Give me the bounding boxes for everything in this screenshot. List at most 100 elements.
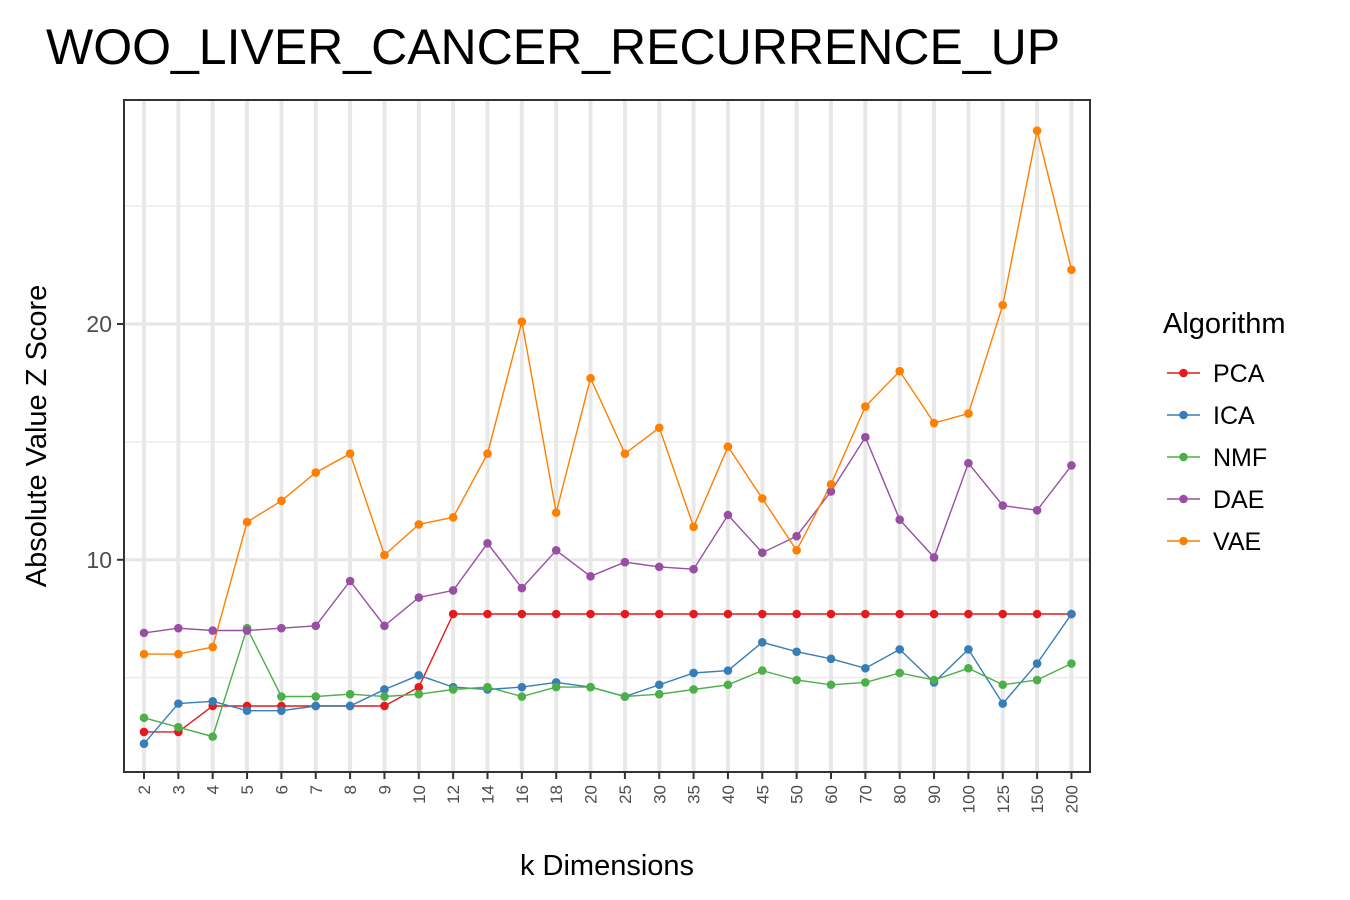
x-tick-label: 5 — [238, 785, 257, 794]
data-point-ica — [654, 680, 664, 690]
series-line-pca — [144, 613, 1072, 733]
data-point-vae — [723, 442, 733, 451]
data-point-vae — [1032, 126, 1042, 135]
data-point-dae — [861, 432, 870, 442]
data-point-nmf — [689, 685, 698, 694]
x-tick-label: 45 — [753, 785, 772, 804]
data-point-ica — [792, 647, 801, 657]
data-point-vae — [964, 409, 973, 418]
data-point-dae — [483, 538, 492, 548]
data-point-dae — [964, 458, 973, 468]
x-tick-label: 18 — [547, 785, 566, 804]
data-point-pca — [1032, 609, 1042, 619]
data-point-dae — [517, 583, 527, 593]
data-point-vae — [758, 494, 767, 503]
legend-label-vae: VAE — [1213, 528, 1261, 556]
data-point-dae — [277, 623, 286, 633]
data-point-ica — [242, 706, 252, 715]
x-tick-label: 16 — [513, 785, 532, 804]
data-point-vae — [380, 550, 389, 560]
data-point-nmf — [895, 668, 904, 678]
data-point-ica — [414, 671, 424, 680]
x-tick-label: 80 — [891, 785, 910, 804]
x-tick-label: 50 — [788, 785, 807, 804]
data-point-vae — [311, 468, 321, 477]
x-tick-label: 125 — [994, 785, 1013, 813]
data-point-nmf — [964, 663, 973, 673]
data-point-dae — [792, 531, 801, 541]
data-point-nmf — [139, 713, 149, 723]
data-point-pca — [998, 609, 1008, 619]
data-point-dae — [345, 576, 355, 586]
legend-key-point-pca — [1179, 368, 1188, 378]
data-point-nmf — [208, 732, 217, 741]
legend-key-point-ica — [1179, 410, 1188, 420]
legend-label-pca: PCA — [1213, 360, 1265, 388]
data-point-pca — [448, 609, 458, 619]
legend-key-point-dae — [1179, 494, 1188, 504]
data-point-pca — [139, 727, 149, 737]
data-point-dae — [723, 510, 733, 520]
panel-border — [123, 99, 1091, 773]
data-point-ica — [895, 645, 904, 654]
x-tick-label: 60 — [822, 785, 841, 804]
data-point-vae — [139, 649, 149, 659]
data-point-ica — [208, 696, 217, 706]
legend-label-dae: DAE — [1213, 486, 1264, 514]
data-point-nmf — [380, 692, 389, 701]
data-point-vae — [792, 546, 801, 555]
x-axis-title: k Dimensions — [520, 850, 694, 882]
y-tick-label: 10 — [86, 547, 112, 573]
data-point-vae — [174, 649, 183, 659]
data-point-vae — [414, 520, 424, 529]
data-point-dae — [654, 562, 664, 572]
data-point-nmf — [792, 675, 801, 685]
data-point-pca — [792, 609, 801, 619]
data-point-ica — [861, 663, 870, 673]
x-tick-label: 12 — [444, 785, 463, 804]
x-tick-label: 3 — [169, 785, 188, 794]
data-point-ica — [964, 645, 973, 654]
data-point-pca — [380, 701, 389, 711]
legend: Algorithm PCA ICA NMF DAE VAE — [1163, 308, 1286, 556]
y-axis-title: Absolute Value Z Score — [21, 285, 53, 588]
data-point-vae — [483, 449, 492, 458]
data-point-nmf — [998, 680, 1008, 690]
data-point-pca — [689, 609, 698, 619]
x-tick-label: 7 — [307, 785, 326, 794]
data-point-vae — [277, 496, 286, 506]
data-point-dae — [998, 501, 1008, 510]
data-point-pca — [929, 609, 939, 619]
x-tick-label: 6 — [272, 785, 291, 794]
data-point-vae — [345, 449, 355, 458]
data-point-ica — [758, 638, 767, 647]
legend-key-point-nmf — [1179, 452, 1188, 462]
series-line-vae — [144, 130, 1073, 655]
data-point-nmf — [826, 680, 836, 690]
data-point-nmf — [517, 692, 527, 701]
data-point-dae — [311, 621, 321, 631]
data-point-pca — [654, 609, 664, 619]
data-point-vae — [895, 366, 904, 376]
x-tick-label: 20 — [582, 785, 601, 804]
data-point-dae — [758, 548, 767, 558]
data-point-ica — [1032, 659, 1042, 668]
x-tick-label: 70 — [856, 785, 875, 804]
data-point-nmf — [311, 692, 321, 701]
data-point-vae — [1067, 265, 1076, 275]
data-point-vae — [242, 517, 252, 527]
data-point-pca — [861, 609, 870, 619]
data-point-vae — [998, 300, 1008, 310]
data-point-dae — [208, 626, 217, 635]
data-point-dae — [826, 487, 836, 496]
data-point-ica — [826, 654, 836, 664]
legend-label-ica: ICA — [1213, 402, 1255, 430]
data-point-nmf — [861, 678, 870, 687]
data-point-nmf — [174, 722, 183, 732]
x-tick-label: 4 — [204, 785, 223, 794]
data-point-vae — [689, 522, 698, 532]
data-point-pca — [551, 609, 561, 619]
data-point-dae — [586, 571, 595, 581]
data-point-pca — [517, 609, 527, 619]
